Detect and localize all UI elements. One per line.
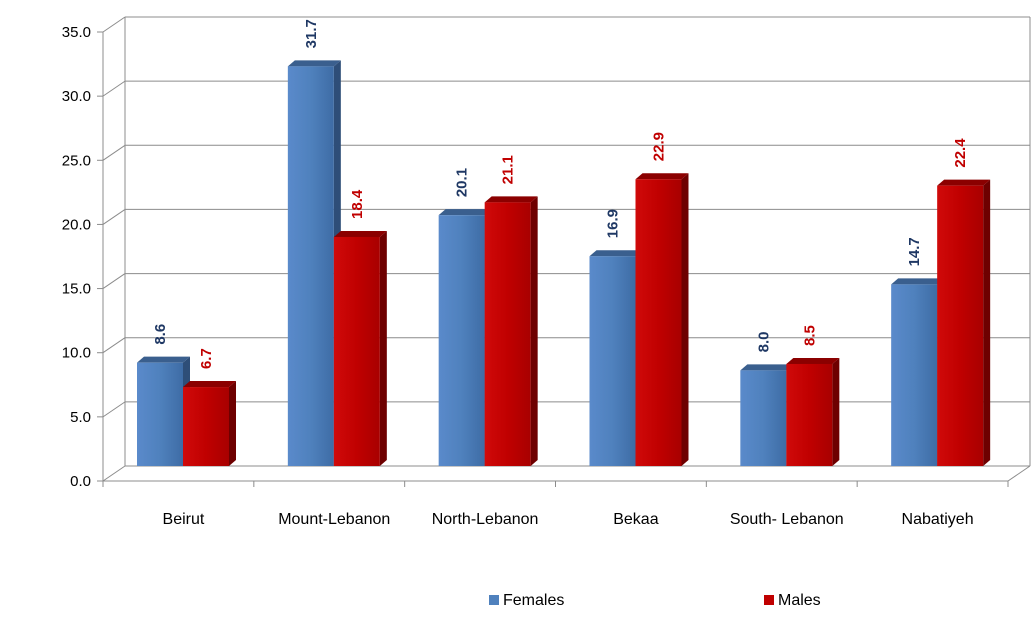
data-label: 6.7 — [198, 348, 215, 369]
bar — [786, 363, 833, 466]
bars — [137, 60, 991, 466]
bar — [137, 362, 183, 466]
x-tick-label: Bekaa — [613, 511, 658, 528]
y-tick-label: 25.0 — [62, 152, 91, 169]
legend: Females Males — [489, 592, 821, 609]
bar-top — [183, 381, 236, 388]
legend-label: Females — [503, 592, 564, 609]
bar — [891, 284, 938, 466]
y-tick-label: 15.0 — [62, 281, 91, 298]
bar — [937, 185, 984, 466]
x-tick-label: South- Lebanon — [730, 511, 844, 528]
axes: 0.0 5.0 10.0 15.0 20.0 25.0 30.0 35.0 Beirut Moun… — [62, 24, 1009, 528]
gridline-depth — [102, 80, 126, 97]
bar-side — [229, 381, 236, 466]
bar — [589, 256, 636, 466]
data-label: 21.1 — [500, 155, 517, 184]
bar-side — [379, 230, 387, 466]
gridline-depth — [102, 16, 126, 33]
data-label: 8.0 — [755, 332, 772, 353]
bar — [287, 66, 334, 466]
legend-swatch — [489, 595, 499, 605]
floor-edge — [1007, 465, 1031, 482]
legend-label: Males — [778, 592, 821, 609]
bar-top — [438, 209, 492, 216]
data-label: 14.7 — [906, 237, 923, 266]
bar-side — [530, 196, 538, 466]
bar — [635, 179, 682, 466]
bar-top — [740, 364, 794, 371]
data-label: 18.4 — [349, 189, 366, 219]
data-label: 8.6 — [152, 324, 169, 345]
bar-top — [484, 196, 538, 203]
data-labels: 8.6 6.7 31.7 18.4 20.1 21.1 16.9 22.9 8.0 8.5 14.7… — [152, 19, 969, 369]
bar — [484, 202, 531, 466]
data-label: 22.9 — [651, 132, 668, 161]
bar — [438, 215, 485, 466]
bar — [183, 387, 229, 466]
y-tick-label: 0.0 — [70, 473, 91, 490]
gridline-depth — [102, 465, 126, 482]
data-label: 16.9 — [605, 209, 622, 238]
bar — [333, 236, 380, 466]
y-tick-label: 10.0 — [62, 345, 91, 362]
data-label: 22.4 — [952, 138, 969, 168]
bar-top — [589, 250, 643, 257]
bar-side — [983, 179, 991, 466]
bar-side — [832, 357, 840, 466]
gridline-depth — [102, 209, 126, 225]
y-tick-label: 30.0 — [62, 88, 91, 105]
x-tick-label: Nabatiyeh — [902, 511, 974, 528]
bar-top — [137, 356, 190, 363]
gridlines — [102, 16, 1031, 482]
x-tick-label: North-Lebanon — [432, 511, 539, 528]
gridline-depth — [102, 401, 126, 418]
y-tick-label: 5.0 — [70, 409, 91, 426]
bar-top — [937, 179, 991, 186]
gridline-depth — [102, 144, 126, 161]
data-label: 20.1 — [454, 168, 471, 197]
y-tick-label: 35.0 — [62, 24, 91, 41]
bar-top — [891, 278, 945, 285]
bar — [740, 370, 787, 466]
x-tick-label: Mount-Lebanon — [278, 511, 390, 528]
data-label: 31.7 — [303, 19, 320, 48]
y-tick-label: 20.0 — [62, 216, 91, 233]
gridline-depth — [102, 337, 126, 354]
data-label: 8.5 — [801, 325, 818, 346]
bar-top — [333, 230, 387, 237]
bar-top — [635, 173, 689, 180]
legend-swatch — [764, 595, 774, 605]
bar-side — [681, 173, 689, 466]
x-tick-label: Beirut — [163, 511, 205, 528]
bar-top — [786, 357, 840, 364]
gridline-depth — [102, 273, 126, 289]
bar-top — [287, 60, 341, 67]
